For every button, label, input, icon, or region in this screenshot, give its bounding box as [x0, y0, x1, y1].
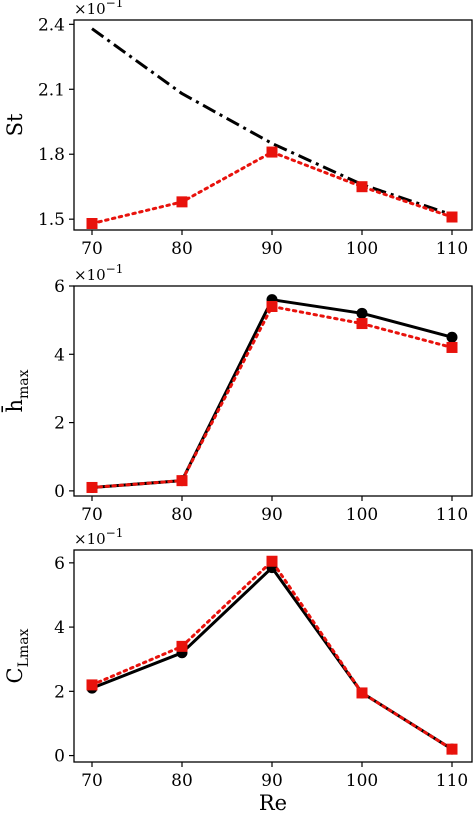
y-tick-label: 0 — [54, 482, 65, 502]
data-point-square — [356, 687, 368, 699]
y-axis-label: CLmax — [3, 628, 32, 683]
data-point-square — [176, 640, 188, 652]
y-multiplier-label: ×10−1 — [74, 526, 123, 548]
x-axis-label: Re — [259, 791, 287, 815]
y-tick-label: 1.8 — [38, 145, 65, 165]
x-tick-label: 80 — [171, 505, 193, 525]
x-tick-label: 100 — [346, 239, 378, 259]
plot-frame — [73, 285, 473, 497]
plot-frame — [73, 549, 473, 763]
x-tick-label: 70 — [81, 771, 103, 791]
x-tick-label: 90 — [261, 771, 283, 791]
y-tick-label: 1.5 — [38, 210, 65, 230]
plot-frame — [73, 19, 473, 231]
data-point-square — [446, 743, 458, 755]
x-tick-label: 110 — [436, 771, 468, 791]
series-line-2 — [90, 305, 454, 489]
data-point-square — [176, 196, 188, 208]
chart-panel-3: 70 80 90 100 110 0 2 4 6 ×10−1 CLmax Re — [3, 526, 473, 815]
x-tick-label: 70 — [81, 505, 103, 525]
data-point-square — [86, 679, 98, 691]
data-point-square — [266, 300, 278, 312]
x-tick-label: 110 — [436, 505, 468, 525]
data-point-square — [266, 146, 278, 158]
x-tick-label: 100 — [346, 505, 378, 525]
data-point-square — [86, 218, 98, 230]
x-tick-label: 90 — [261, 505, 283, 525]
data-point-square — [356, 181, 368, 193]
data-point-circle — [356, 307, 368, 319]
y-tick-label: 2 — [54, 682, 65, 702]
data-point-square — [176, 475, 188, 487]
x-tick-label: 80 — [171, 239, 193, 259]
y-tick-label: 6 — [54, 554, 65, 574]
y-tick-label: 2 — [54, 414, 65, 434]
y-tick-label: 4 — [54, 618, 65, 638]
series-line-2 — [90, 150, 454, 225]
y-tick-label: 2.4 — [38, 15, 65, 35]
y-multiplier-label: ×10−1 — [74, 0, 123, 18]
data-point-square — [356, 318, 368, 330]
y-multiplier-label: ×10−1 — [74, 262, 123, 284]
y-tick-label: 0 — [54, 747, 65, 767]
data-point-circle — [446, 331, 458, 343]
x-tick-label: 90 — [261, 239, 283, 259]
y-axis-label: St — [3, 113, 27, 136]
y-tick-label: 6 — [54, 277, 65, 297]
data-point-square — [446, 211, 458, 223]
series-line-1 — [91, 298, 453, 489]
chart-panel-1: 70 80 90 100 110 1.5 1.8 2.1 2.4 ×10−1 St — [3, 0, 473, 259]
y-tick-label: 4 — [54, 345, 65, 365]
series-line-2 — [90, 559, 454, 751]
series-line-1 — [91, 27, 453, 217]
data-point-square — [446, 341, 458, 353]
data-point-square — [86, 481, 98, 493]
x-tick-label: 70 — [81, 239, 103, 259]
y-axis-label: h̄max — [1, 369, 32, 413]
y-tick-label: 2.1 — [38, 80, 65, 100]
x-tick-label: 80 — [171, 771, 193, 791]
chart-panel-2: 70 80 90 100 110 0 2 4 6 ×10−1 h̄max — [1, 262, 473, 525]
series-line-1 — [91, 566, 453, 751]
data-point-square — [266, 555, 278, 567]
x-tick-label: 110 — [436, 239, 468, 259]
x-tick-label: 100 — [346, 771, 378, 791]
